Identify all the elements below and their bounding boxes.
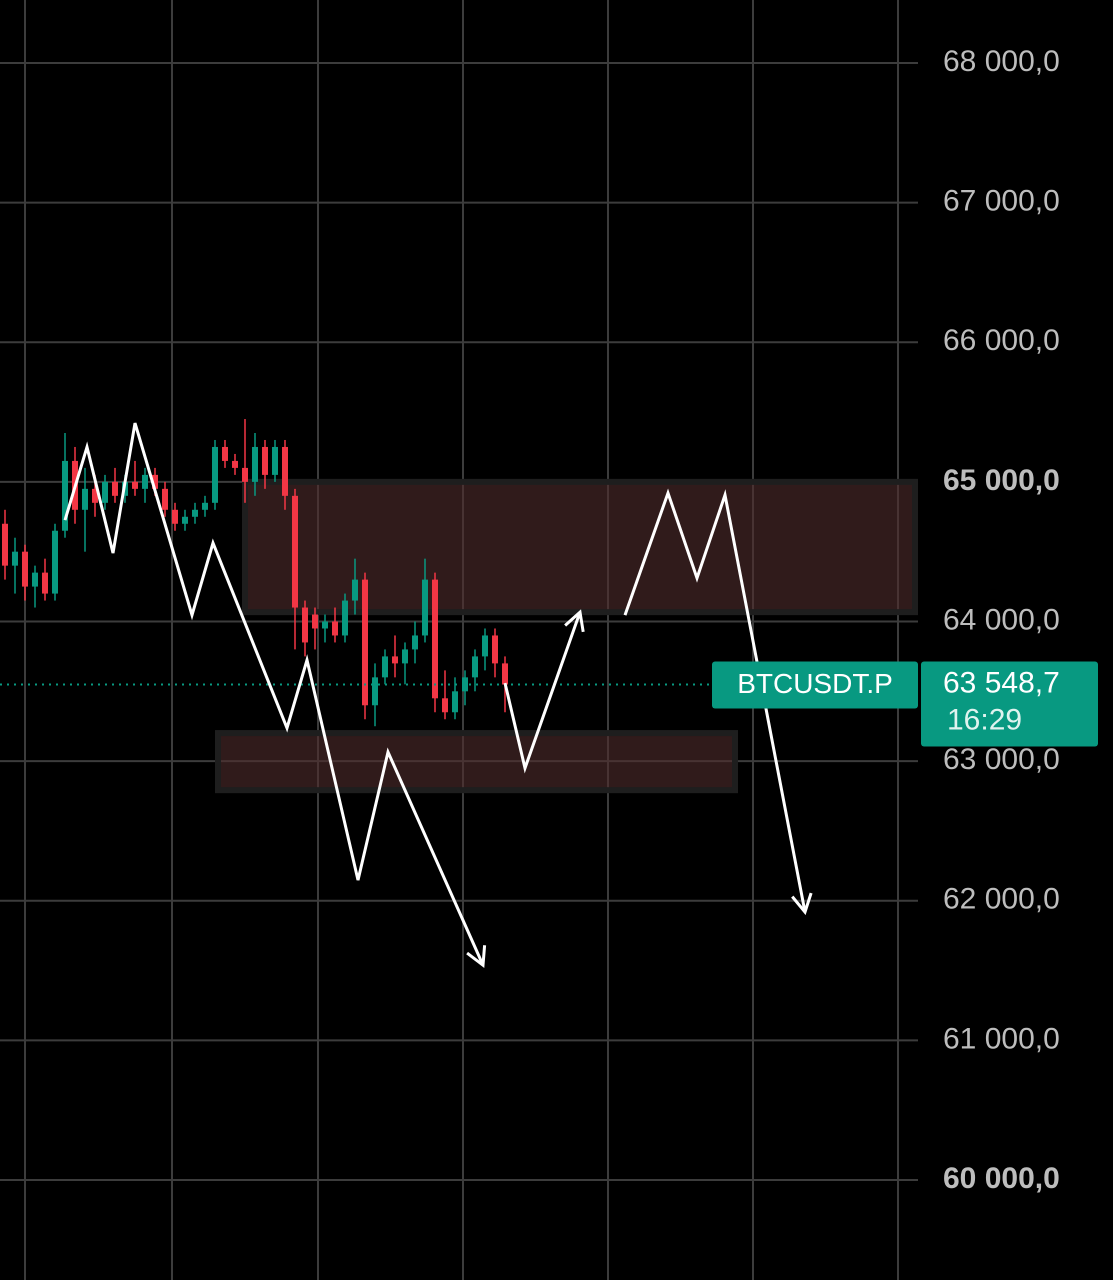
candle-body <box>232 460 238 468</box>
candle-body <box>452 691 458 713</box>
candle-body <box>182 516 188 524</box>
candle-body <box>432 579 438 699</box>
y-tick-label: 64 000,0 <box>943 603 1060 636</box>
symbol-label: BTCUSDT.P <box>737 668 893 699</box>
y-tick-label: 63 000,0 <box>943 743 1060 776</box>
candle-body <box>12 551 18 566</box>
candle-body <box>52 530 58 594</box>
candle-body <box>352 579 358 601</box>
y-tick-label: 62 000,0 <box>943 883 1060 916</box>
candle-body <box>482 635 488 657</box>
drawing-line <box>63 422 485 966</box>
candle-body <box>32 572 38 587</box>
candle-body <box>422 579 428 636</box>
candle-body <box>472 656 478 678</box>
candle-body <box>162 488 168 510</box>
zone <box>215 730 738 794</box>
candle-body <box>402 649 408 664</box>
candle-body <box>42 572 48 594</box>
candle-body <box>412 635 418 650</box>
y-tick-label: 66 000,0 <box>943 324 1060 357</box>
candle-body <box>262 446 268 475</box>
candle-body <box>222 446 228 461</box>
candle-body <box>392 656 398 664</box>
y-tick-label: 68 000,0 <box>943 45 1060 78</box>
candle-body <box>362 579 368 706</box>
candle-body <box>112 481 118 496</box>
candle-body <box>292 495 298 608</box>
candle-body <box>172 509 178 524</box>
y-tick-label: 67 000,0 <box>943 185 1060 218</box>
candle-body <box>62 460 68 531</box>
candle-body <box>152 474 158 489</box>
zone <box>242 478 918 616</box>
price-badge <box>921 661 1098 747</box>
candle-body <box>202 502 208 510</box>
drawing-line <box>503 611 582 774</box>
candle-body <box>342 600 348 636</box>
arrow-head <box>791 892 813 916</box>
candle-body <box>192 509 198 517</box>
y-tick-label: 60 000,0 <box>943 1162 1060 1195</box>
candle-body <box>102 481 108 503</box>
candle-body <box>242 467 248 482</box>
candle-body <box>462 677 468 692</box>
candle-body <box>302 607 308 643</box>
candle-body <box>92 488 98 503</box>
price-label: 63 548,7 <box>943 666 1060 699</box>
arrow-head <box>564 609 585 633</box>
candle-body <box>282 446 288 496</box>
candle-body <box>442 698 448 713</box>
candle-body <box>82 488 88 510</box>
candle-body <box>332 621 338 636</box>
arrow-head <box>466 945 487 968</box>
candle-body <box>492 635 498 664</box>
y-tick-label: 61 000,0 <box>943 1022 1060 1055</box>
candle-body <box>322 621 328 629</box>
candle-body <box>252 446 258 482</box>
candle-body <box>142 474 148 489</box>
candle-body <box>22 551 28 587</box>
candle-body <box>312 614 318 629</box>
symbol-badge <box>712 661 918 709</box>
candle-body <box>132 481 138 489</box>
countdown-label: 16:29 <box>947 703 1022 736</box>
candle-body <box>272 446 278 475</box>
candle-body <box>2 523 8 566</box>
candle-body <box>502 663 508 685</box>
candle-body <box>382 656 388 678</box>
y-tick-label: 65 000,0 <box>943 464 1060 497</box>
candle-body <box>372 677 378 706</box>
drawing-line <box>623 488 807 913</box>
candle-body <box>212 446 218 503</box>
